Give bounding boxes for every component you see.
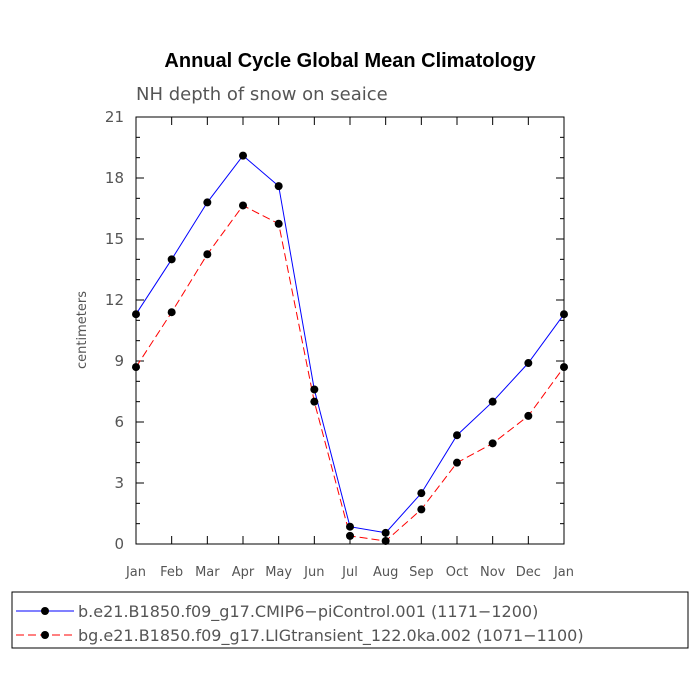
series-1-point (274, 182, 283, 191)
series-line-2 (135, 204, 565, 542)
series-2-point (239, 201, 247, 210)
y-tick-label: 0 (114, 535, 124, 553)
series-1-point (417, 489, 426, 498)
x-tick-label: Mar (195, 565, 220, 580)
x-tick-label: Feb (160, 565, 183, 580)
series-2-point (417, 505, 426, 514)
series-1-point (488, 397, 497, 406)
x-tick-label: Jan (553, 565, 574, 580)
x-tick-label: Oct (446, 565, 468, 580)
series-2-point (310, 397, 319, 406)
y-tick-label: 15 (105, 230, 124, 248)
series-1-point (203, 198, 212, 207)
y-axis-label: centimeters (75, 291, 90, 369)
x-tick-label: May (265, 565, 292, 580)
series-line-1 (135, 154, 565, 534)
series-2-point (524, 411, 533, 420)
legend-label-1: b.e21.B1850.f09_g17.CMIP6−piControl.001 … (78, 602, 538, 622)
y-tick-label: 12 (105, 291, 124, 309)
x-tick-label: Apr (232, 565, 255, 580)
series-1-point (524, 359, 533, 368)
legend-marker-2 (41, 631, 49, 639)
y-tick-label: 6 (114, 413, 124, 431)
series-2-point (274, 219, 283, 228)
series-1-point (560, 310, 568, 319)
legend-box (11, 591, 689, 649)
y-tick-label: 18 (105, 169, 124, 187)
y-tick-label: 3 (114, 474, 124, 492)
x-tick-label: Nov (480, 565, 506, 580)
series-2-point (488, 439, 497, 448)
series-2-point (203, 250, 212, 259)
series-1-point (381, 528, 390, 537)
series-layer (132, 151, 568, 545)
series-1-point (132, 310, 140, 319)
series-2-point (346, 531, 354, 540)
series-1-point (239, 151, 247, 160)
x-tick-label: Sep (409, 565, 434, 580)
y-axis-ticks: 0 3 6 9 12 15 18 21 (105, 108, 564, 553)
plot-frame (135, 116, 565, 545)
legend-label-2: bg.e21.B1850.f09_g17.LIGtransient_122.0k… (78, 626, 584, 646)
x-axis-ticks: Jan Feb Mar Apr May Jun Jul Aug Sep Oct Nov Dec Jan (125, 117, 574, 580)
x-tick-label: Jun (303, 565, 324, 580)
x-tick-label: Jul (341, 565, 358, 580)
chart-subtitle: NH depth of snow on seaice (136, 84, 388, 105)
series-1-point (167, 255, 176, 264)
series-2-point (132, 363, 140, 372)
series-2-point (453, 458, 461, 467)
series-2-point (167, 308, 176, 317)
x-tick-label: Aug (373, 565, 398, 580)
y-tick-label: 21 (105, 108, 124, 126)
legend: b.e21.B1850.f09_g17.CMIP6−piControl.001 … (16, 602, 584, 646)
y-tick-label: 9 (114, 352, 124, 370)
chart-title: Annual Cycle Global Mean Climatology (164, 50, 536, 72)
series-1-point (346, 522, 354, 531)
series-1-point (310, 385, 319, 394)
legend-marker-1 (41, 607, 49, 615)
x-tick-label: Jan (125, 565, 146, 580)
series-2-point (560, 363, 568, 372)
series-2-point (381, 536, 390, 545)
series-1-point (453, 431, 461, 440)
x-tick-label: Dec (516, 565, 541, 580)
